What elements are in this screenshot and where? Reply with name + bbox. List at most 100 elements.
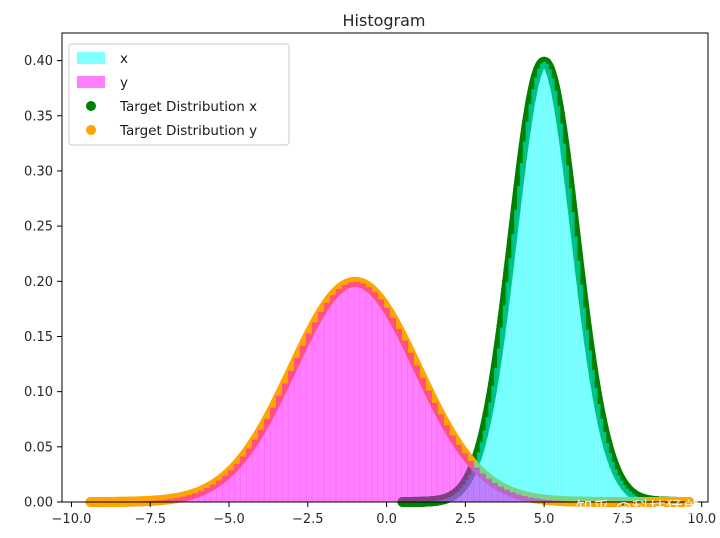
histogram-bar — [287, 370, 295, 502]
histogram-bar — [623, 485, 627, 502]
histogram-bar — [548, 69, 552, 502]
histogram-bar — [347, 282, 355, 502]
histogram-bar — [174, 497, 181, 502]
histogram-series-2 — [90, 281, 648, 502]
x-tick-label: 10.0 — [687, 512, 716, 527]
histogram-bar — [603, 431, 607, 502]
histogram-bar — [597, 404, 601, 502]
histogram-bar — [365, 287, 373, 502]
histogram-bar — [485, 417, 489, 502]
histogram-bar — [488, 402, 492, 502]
histogram-bar — [168, 498, 175, 502]
histogram-bar — [637, 497, 641, 502]
histogram-bar — [605, 443, 610, 502]
histogram-bar — [545, 63, 549, 502]
histogram-bar — [528, 104, 532, 503]
histogram-bar — [443, 425, 450, 502]
histogram-bar — [162, 499, 169, 502]
histogram-bar — [557, 500, 564, 502]
histogram-bar — [425, 390, 432, 502]
histogram-bar — [525, 121, 529, 502]
histogram-bar — [634, 495, 638, 502]
y-tick-label: 0.10 — [24, 385, 53, 400]
histogram-bar — [562, 143, 567, 502]
y-tick-label: 0.05 — [24, 440, 53, 455]
histogram-bar — [574, 236, 578, 502]
histogram-bar — [246, 448, 253, 502]
histogram-bar — [395, 328, 402, 502]
histogram-bar — [614, 469, 618, 502]
x-tick-label: −10.0 — [52, 512, 92, 527]
histogram-bar — [461, 453, 468, 502]
histogram-bar — [628, 491, 633, 502]
histogram-bar — [577, 260, 581, 502]
histogram-bar — [156, 500, 163, 502]
chart-marks — [85, 56, 695, 507]
histogram-bar — [401, 340, 408, 502]
histogram-bar — [335, 289, 343, 502]
histogram-bar — [180, 496, 187, 502]
histogram-bar — [646, 499, 650, 502]
histogram-bar — [626, 488, 630, 502]
legend: xy Target Distribution x Target Distributi… — [68, 43, 290, 146]
histogram-bar — [585, 329, 590, 502]
histogram-bar — [198, 490, 205, 502]
histogram-bar — [551, 500, 558, 502]
histogram-bar — [527, 497, 534, 502]
x-tick-label: −7.5 — [134, 512, 166, 527]
histogram-bar — [311, 322, 319, 502]
histogram-bar — [371, 292, 379, 502]
histogram-bar — [580, 284, 584, 502]
histogram-bar — [600, 418, 604, 502]
histogram-bar — [505, 282, 509, 502]
histogram-bar — [591, 369, 595, 502]
histogram-series-1 — [402, 61, 690, 503]
y-tick-label: 0.00 — [24, 496, 53, 511]
histogram-bar — [620, 480, 624, 502]
legend-label: Target Distribution y — [119, 123, 257, 139]
histogram-bar — [204, 488, 211, 502]
histogram-bar — [479, 473, 486, 502]
histogram-bar — [651, 500, 655, 502]
histogram-bar — [323, 302, 331, 502]
histogram-bar — [407, 352, 414, 502]
histogram-bar — [519, 163, 524, 502]
legend-label: x — [120, 51, 128, 67]
histogram-bar — [640, 498, 644, 502]
histogram-bar — [565, 165, 569, 502]
histogram-bar — [389, 317, 397, 502]
axes-frame — [61, 32, 709, 503]
y-axis: 0.00 0.05 0.10 0.15 0.20 0.25 0.30 0.35 0.40 — [24, 54, 62, 511]
histogram-bar — [648, 500, 653, 502]
histogram-bar — [482, 430, 486, 502]
watermark-text: 知乎 @科技猛兽 — [576, 499, 700, 519]
histogram-bar — [473, 467, 480, 502]
histogram-bar — [275, 395, 283, 502]
histogram-bar — [485, 478, 492, 502]
x-tick-label: 0.0 — [376, 512, 397, 527]
x-tick-label: −5.0 — [213, 512, 245, 527]
y-tick-label: 0.40 — [24, 54, 53, 69]
histogram-bar — [643, 499, 647, 502]
chart-title: Histogram — [343, 11, 426, 30]
histogram-bar — [537, 68, 541, 502]
legend-swatch — [77, 52, 105, 64]
histogram-bar — [560, 123, 564, 502]
histogram-bar — [545, 500, 552, 502]
histogram-bar — [192, 493, 199, 502]
histogram-bar — [222, 475, 229, 502]
histogram-bar — [568, 188, 572, 503]
histogram-bar — [216, 480, 223, 502]
histogram-bar — [522, 141, 526, 502]
legend-label: Target Distribution x — [119, 99, 257, 115]
histogram-bar — [511, 234, 515, 503]
y-tick-label: 0.15 — [24, 330, 53, 345]
histogram-bar — [293, 358, 301, 502]
histogram-bar — [551, 78, 555, 502]
histogram-bar — [515, 494, 522, 502]
histogram-bar — [554, 90, 558, 503]
y-tick-label: 0.20 — [24, 275, 53, 290]
histogram-bar — [317, 312, 325, 502]
histogram-bar — [617, 475, 621, 502]
y-tick-label: 0.25 — [24, 220, 53, 235]
